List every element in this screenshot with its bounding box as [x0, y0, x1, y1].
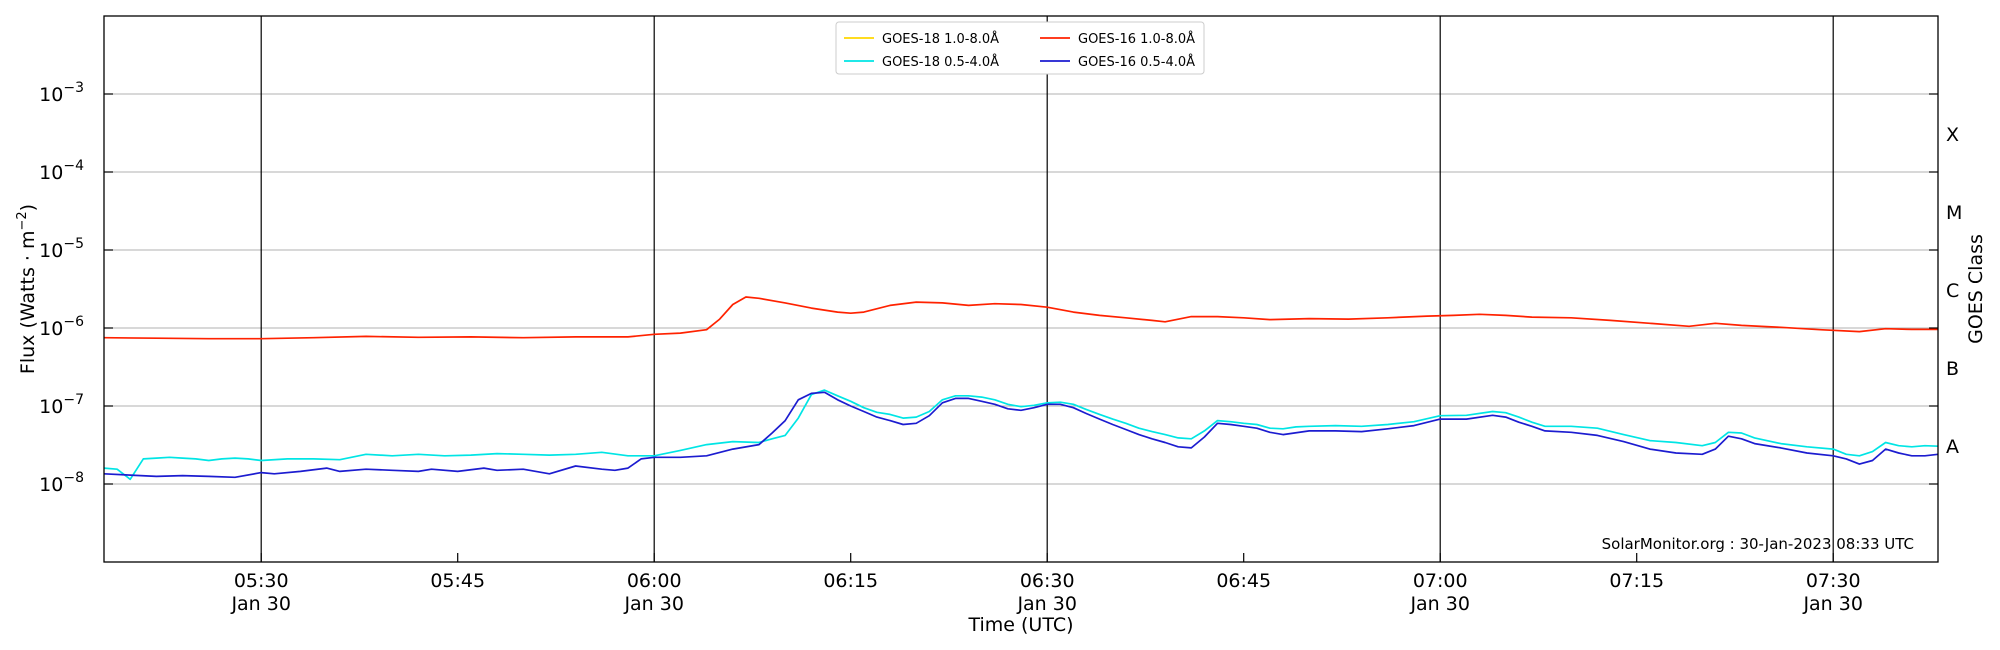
y-tick-label-exponent: −7	[63, 392, 84, 408]
y-tick-label-base: 10	[39, 84, 63, 106]
y-tick-label: 10−6	[39, 314, 84, 340]
legend-label: GOES-16 1.0-8.0Å	[1078, 31, 1195, 47]
y-tick-label-exponent: −8	[63, 470, 84, 486]
x-tick-label: 06:45	[1216, 570, 1271, 592]
x-tick-label: 06:30	[1020, 570, 1075, 592]
x-tick-label: 07:15	[1609, 570, 1664, 592]
y-tick-label: 10−4	[39, 158, 84, 184]
series-line-2	[103, 296, 1938, 340]
x-tick-date-label: Jan 30	[1409, 593, 1470, 615]
y-tick-label-base: 10	[39, 474, 63, 496]
goes-class-label: C	[1946, 280, 1959, 302]
goes-class-label: X	[1946, 124, 1959, 146]
y-tick-label-exponent: −4	[63, 158, 84, 174]
goes-class-axis-label: GOES Class	[1965, 234, 1987, 344]
y-tick-label-base: 10	[39, 318, 63, 340]
y-axis-label: Flux (Watts · m−2)	[15, 204, 39, 374]
legend-label: GOES-16 0.5-4.0Å	[1078, 54, 1195, 70]
x-tick-date-label: Jan 30	[230, 593, 291, 615]
series-line-1	[103, 389, 1939, 481]
x-tick-label: 05:30	[234, 570, 289, 592]
goes-class-label: B	[1946, 358, 1959, 380]
y-tick-label-exponent: −3	[63, 80, 84, 96]
series-lines	[103, 296, 1939, 481]
goes-class-label: A	[1946, 436, 1959, 458]
y-tick-label-base: 10	[39, 162, 63, 184]
source-annotation: SolarMonitor.org : 30-Jan-2023 08:33 UTC	[1602, 535, 1914, 553]
legend-box	[835, 21, 1205, 75]
x-tick-label: 06:00	[627, 570, 682, 592]
legend-label: GOES-18 1.0-8.0Å	[882, 31, 999, 47]
x-tick-date-label: Jan 30	[1016, 593, 1077, 615]
y-tick-label: 10−8	[39, 470, 84, 496]
x-tick-label: 05:45	[430, 570, 485, 592]
y-tick-label: 10−3	[39, 80, 84, 106]
legend-label: GOES-18 0.5-4.0Å	[882, 54, 999, 70]
y-tick-label-exponent: −5	[63, 236, 84, 252]
goes-class-label: M	[1946, 202, 1962, 224]
y-tick-label-exponent: −6	[63, 314, 84, 330]
x-tick-date-label: Jan 30	[623, 593, 684, 615]
x-tick-label: 07:30	[1806, 570, 1861, 592]
x-tick-label: 06:15	[823, 570, 878, 592]
y-tick-label-base: 10	[39, 396, 63, 418]
legend: GOES-18 1.0-8.0Å GOES-18 0.5-4.0Å GOES-16 …	[835, 21, 1205, 75]
y-tick-label: 10−7	[39, 392, 84, 418]
x-axis-label: Time (UTC)	[967, 614, 1073, 636]
series-line-3	[103, 391, 1939, 479]
x-tick-label: 07:00	[1413, 570, 1468, 592]
y-tick-label: 10−5	[39, 236, 84, 262]
y-tick-label-base: 10	[39, 240, 63, 262]
x-tick-date-label: Jan 30	[1802, 593, 1863, 615]
plot-frame	[103, 15, 1939, 563]
